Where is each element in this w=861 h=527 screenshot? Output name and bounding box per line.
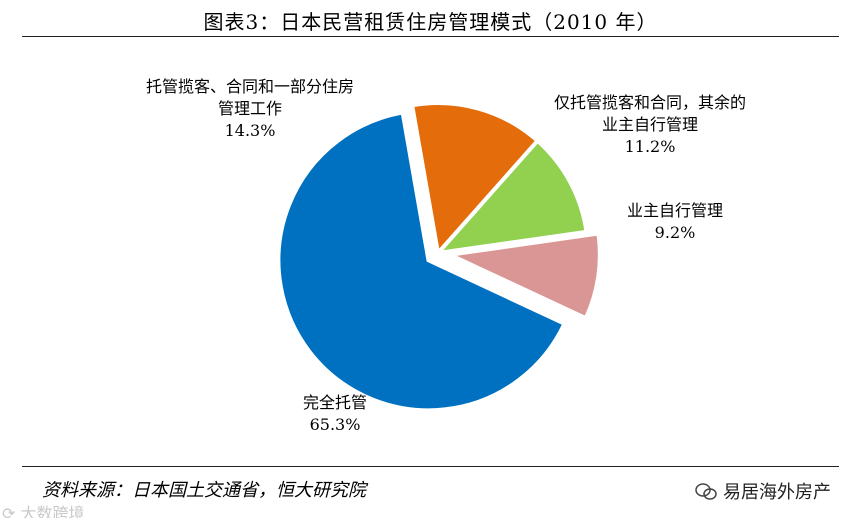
top-divider	[22, 36, 839, 37]
slice-label-owner-managed: 业主自行管理 9.2%	[600, 200, 750, 244]
slice-label-line: 仅托管揽客和合同，其余的	[553, 93, 746, 112]
wechat-icon	[695, 483, 717, 500]
slice-label-line: 完全托管	[302, 393, 367, 412]
pie-slices	[276, 101, 602, 413]
source-note: 资料来源：日本国土交通省，恒大研究院	[42, 480, 366, 501]
slice-label-line: 业主自行管理	[601, 115, 698, 134]
pie-slice-partial-management	[409, 101, 541, 258]
chart-title: 图表3：日本民营租赁住房管理模式（2010 年）	[203, 10, 658, 34]
pie-slice-owner-managed	[442, 231, 602, 321]
slice-value-label: 11.2%	[624, 137, 676, 156]
slice-label-line: 业主自行管理	[626, 201, 723, 220]
watermark-right: 易居海外房产	[695, 478, 831, 504]
bottom-divider	[22, 466, 839, 467]
slice-label-leasing-contract-only: 仅托管揽客和合同，其余的 业主自行管理 11.2%	[520, 92, 780, 158]
slice-label-line: 管理工作	[217, 99, 282, 118]
slice-value-label: 14.3%	[224, 121, 276, 140]
pie-slice-leasing-contract-only	[432, 137, 589, 256]
slice-label-full-management: 完全托管 65.3%	[265, 392, 405, 436]
slice-value-label: 65.3%	[309, 415, 361, 434]
slice-label-line: 托管揽客、合同和一部分住房	[145, 77, 354, 96]
slice-value-label: 9.2%	[654, 223, 696, 242]
watermark-right-text: 易居海外房产	[723, 482, 831, 503]
bottom-strip	[0, 518, 861, 527]
pie-slice-full-management	[276, 110, 568, 413]
slice-label-partial-management: 托管揽客、合同和一部分住房 管理工作 14.3%	[110, 76, 390, 142]
